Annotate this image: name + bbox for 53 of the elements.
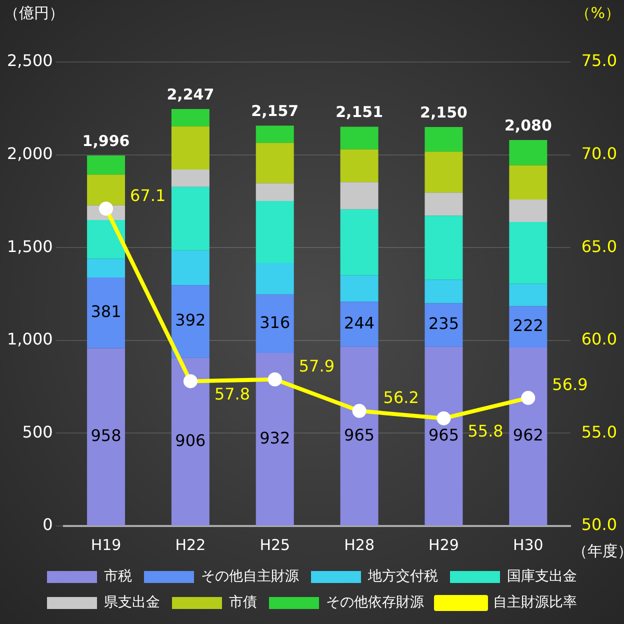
data-label: 932 [260,428,290,448]
data-label: 316 [260,312,290,332]
data-label: 965 [344,425,375,444]
data-label: 392 [175,310,206,330]
y-axis-title: （億円） [4,4,64,22]
x-axis-title: （年度） [572,542,624,560]
legend-label: 自主財源比率 [493,594,577,611]
y2-tick-label: 70.0 [581,144,617,163]
total-label: 2,080 [504,116,552,134]
x-tick-label: H25 [260,536,290,554]
x-tick-label: H22 [175,536,206,554]
y-tick-label: 1,500 [6,236,53,256]
legend-label: 県支出金 [104,594,160,611]
y-tick-label: 2,000 [6,144,53,163]
total-label: 2,151 [336,103,384,122]
data-label: 57.8 [214,384,250,404]
legend-label: 市税 [104,568,132,585]
data-label: 55.8 [468,422,504,441]
data-label: 222 [512,316,544,336]
y2-tick-label: 50.0 [581,515,617,534]
legend-label: 国庫支出金 [507,568,577,585]
data-label: 962 [512,426,544,445]
data-label: 67.1 [130,186,166,205]
legend-label: その他依存財源 [326,594,424,611]
y2-tick-label: 55.0 [581,422,617,442]
x-tick-label: H29 [428,536,459,554]
y2-tick-label: 65.0 [581,236,617,256]
data-label: 958 [90,426,122,446]
x-tick-label: H19 [90,536,122,554]
x-tick-label: H30 [512,536,544,554]
y2-tick-label: 75.0 [581,51,617,70]
y-tick-label: 1,000 [6,330,53,349]
total-label: 2,150 [420,103,468,122]
data-label: 56.2 [383,388,419,408]
data-label: 965 [428,425,460,444]
y2-tick-label: 60.0 [581,330,617,349]
total-label: 1,996 [82,132,130,150]
data-label: 381 [90,302,122,321]
total-label: 2,247 [166,85,214,104]
y-tick-label: 2,500 [6,51,53,70]
legend-label: 市債 [229,594,257,611]
data-label: 906 [175,430,206,450]
data-label: 56.9 [552,375,588,394]
y-tick-label: 0 [42,515,53,534]
x-tick-label: H28 [344,536,374,554]
data-label: 235 [428,314,460,334]
data-label: 244 [344,313,375,332]
total-label: 2,157 [251,102,299,120]
data-label: 57.9 [298,356,334,376]
y2-axis-title: （%） [576,4,620,22]
legend-label: 地方交付税 [367,568,438,585]
y-tick-label: 500 [22,422,53,442]
legend-label: その他自主財源 [201,568,299,585]
